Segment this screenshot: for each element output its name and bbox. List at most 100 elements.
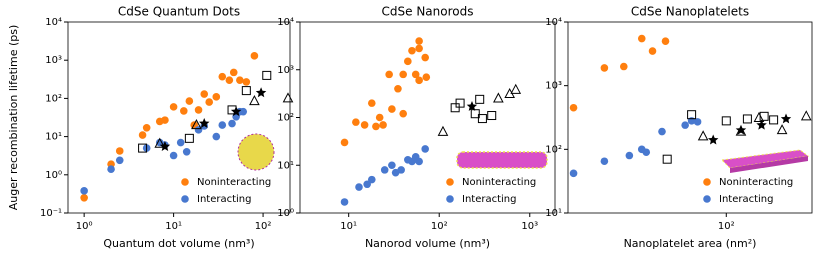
y-tick-label: 10⁰ (45, 170, 62, 181)
y-tick-label: 10⁴ (277, 17, 294, 28)
point (637, 34, 646, 43)
point (800, 110, 812, 121)
point (138, 131, 147, 139)
point (450, 103, 460, 113)
point (255, 87, 267, 98)
point (230, 106, 242, 117)
y-tick-label: 10² (545, 144, 562, 155)
point (388, 105, 396, 113)
point (756, 119, 767, 130)
legend-marker (446, 195, 454, 203)
point (421, 53, 429, 62)
point (184, 133, 194, 143)
point (199, 118, 210, 128)
point (241, 86, 251, 96)
point (388, 161, 396, 170)
point (759, 111, 769, 121)
point (569, 103, 578, 112)
x-tick-label: 10³ (521, 221, 538, 232)
point (415, 157, 423, 166)
point (169, 103, 178, 111)
point (662, 154, 672, 164)
point (225, 76, 234, 84)
point (394, 84, 402, 93)
point (250, 52, 259, 60)
point (176, 138, 185, 147)
nanorod-picture (456, 151, 548, 169)
point (185, 97, 194, 105)
legend-label: Noninteracting (197, 177, 271, 188)
legend-marker (703, 178, 711, 186)
point (229, 68, 238, 77)
legend-marker (446, 178, 454, 186)
point (415, 37, 423, 45)
point (415, 44, 423, 53)
nanoplatelet-picture (720, 149, 810, 173)
point (658, 127, 666, 136)
legend-marker (181, 178, 189, 186)
point (340, 138, 349, 147)
y-tick-label: 10³ (545, 81, 562, 92)
point (212, 93, 221, 101)
point (569, 169, 578, 178)
panel-title: CdSe Quantum Dots (118, 5, 240, 19)
point (115, 156, 124, 165)
y-tick-label: 10⁻¹ (40, 208, 62, 219)
point (780, 113, 792, 124)
point (180, 107, 188, 115)
point (648, 47, 657, 55)
point (642, 148, 651, 157)
point (205, 98, 214, 106)
point (138, 143, 148, 153)
legend-label: Interacting (197, 194, 251, 205)
point (742, 114, 752, 124)
y-tick-label: 10² (277, 113, 294, 124)
x-axis-label: Nanoplatelet area (nm²) (624, 237, 757, 250)
point (422, 73, 431, 81)
point (262, 70, 272, 80)
point (249, 95, 260, 106)
point (372, 122, 380, 131)
point (375, 113, 384, 122)
point (721, 116, 731, 126)
point (142, 123, 151, 132)
legend-label: Interacting (719, 194, 773, 205)
point (200, 90, 209, 98)
point (399, 109, 407, 118)
x-tick-label: 10¹ (165, 221, 182, 232)
point (404, 57, 412, 66)
point (487, 111, 497, 121)
point (154, 137, 166, 148)
point (681, 121, 689, 129)
point (708, 134, 719, 145)
point (470, 109, 480, 119)
point (340, 198, 349, 206)
y-tick-label: 10³ (277, 65, 294, 76)
point (367, 175, 376, 184)
legend-label: Noninteracting (719, 177, 793, 188)
panel-title: CdSe Nanoplatelets (631, 5, 749, 19)
y-tick-label: 10² (45, 93, 62, 104)
point (753, 111, 765, 123)
y-axis-label: Auger recombination lifetime (ps) (7, 25, 20, 211)
point (169, 151, 178, 160)
point (693, 118, 702, 126)
quantum-dot-picture (237, 133, 275, 171)
point (408, 46, 416, 55)
x-tick-label: 10² (255, 221, 272, 232)
plot-frame (67, 21, 291, 214)
point (600, 157, 609, 166)
point (735, 124, 747, 135)
plot-frame (567, 21, 813, 214)
point (510, 83, 522, 94)
point (397, 166, 405, 174)
point (107, 165, 115, 174)
y-tick-label: 10⁴ (545, 17, 562, 28)
x-tick-label: 10¹ (340, 221, 357, 232)
point (360, 121, 369, 129)
point (769, 115, 779, 125)
point (352, 118, 360, 126)
point (191, 119, 202, 130)
